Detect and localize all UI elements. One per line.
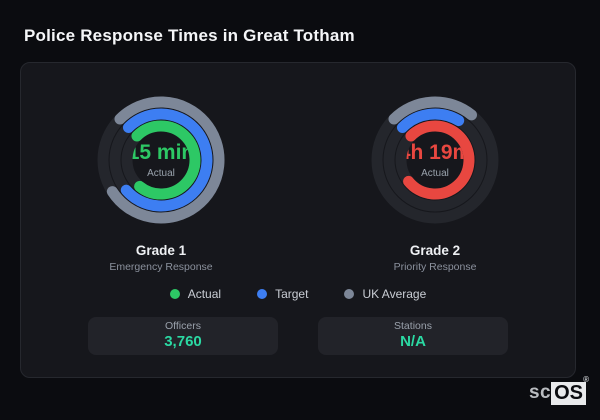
page-title: Police Response Times in Great Totham [24,26,355,45]
scos-logo-prefix: sc [528,382,552,403]
dashboard-card: 15 min Actual Grade 1 Emergency Response… [20,62,576,378]
gauge-grade-1-subtitle: Emergency Response [109,261,213,273]
gauge-rings-grade-1 [97,96,225,224]
gauge-grade-1-value-label: Actual [147,168,175,180]
gauge-grade-1: 15 min Actual Grade 1 Emergency Response [66,85,256,273]
registered-trademark-icon: ® [583,375,589,384]
stat-officers-label: Officers [165,320,201,333]
gauge-grade-1-title: Grade 1 [135,243,187,258]
legend-item-actual[interactable]: Actual [169,287,222,301]
gauge-rings-grade-2 [371,96,499,224]
legend-label-uk-average: UK Average [362,287,427,301]
gauge-grade-2-subtitle: Priority Response [393,261,477,273]
scos-logo-suffix: OS [554,382,583,404]
gauge-grade-2-chart: 4h 19m Actual [360,85,510,235]
stat-officers-value: 3,760 [164,332,202,350]
gauge-grade-2-value-label: Actual [421,168,449,180]
legend: Actual Target UK Average [21,287,575,301]
gauges-row: 15 min Actual Grade 1 Emergency Response… [21,85,575,273]
legend-dot-target-icon [257,289,268,299]
gauge-grade-2-value: 4h 19m [398,140,472,164]
legend-dot-uk-average-icon [344,289,355,299]
legend-label-target: Target [275,287,309,301]
gauge-grade-2: 4h 19m Actual Grade 2 Priority Response [340,85,530,273]
gauge-grade-2-title: Grade 2 [409,243,461,258]
gauge-grade-1-center: 15 min Actual [86,85,236,235]
gauge-grade-1-chart: 15 min Actual [86,85,236,235]
legend-item-uk-average[interactable]: UK Average [344,287,426,301]
stat-stations-value: N/A [400,332,426,350]
legend-item-target[interactable]: Target [257,287,308,301]
gauge-grade-2-center: 4h 19m Actual [360,85,510,235]
stat-box-officers: Officers 3,760 [88,317,278,355]
stat-box-stations: Stations N/A [318,317,508,355]
gauge-grade-1-value: 15 min [127,140,195,164]
legend-label-actual: Actual [187,287,222,301]
legend-dot-actual-icon [169,289,180,299]
stats-row: Officers 3,760 Stations N/A [21,317,575,355]
scos-logo: sc OS ® [528,376,589,405]
scos-logo-box: OS ® [551,376,589,405]
stat-stations-label: Stations [394,320,432,333]
